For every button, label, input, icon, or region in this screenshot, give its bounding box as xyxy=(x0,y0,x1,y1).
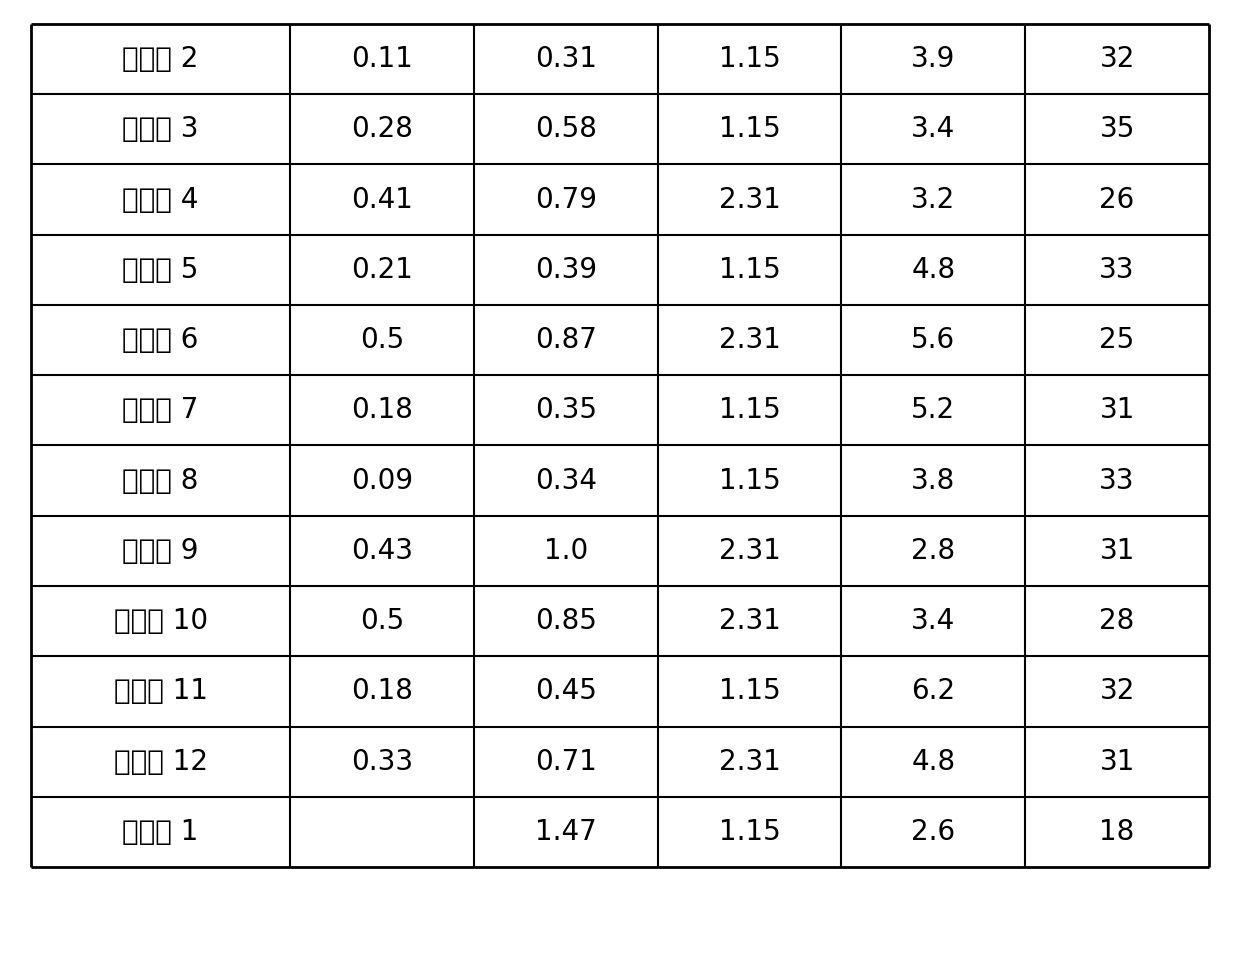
Text: 3.9: 3.9 xyxy=(911,45,956,73)
Text: 1.15: 1.15 xyxy=(719,116,780,143)
Text: 实施例 6: 实施例 6 xyxy=(123,326,198,354)
Text: 0.43: 0.43 xyxy=(351,537,413,565)
Text: 32: 32 xyxy=(1100,678,1135,706)
Text: 0.21: 0.21 xyxy=(351,256,413,284)
Text: 3.2: 3.2 xyxy=(911,185,956,213)
Text: 实施例 12: 实施例 12 xyxy=(114,748,207,775)
Text: 2.31: 2.31 xyxy=(719,607,780,635)
Text: 1.15: 1.15 xyxy=(719,397,780,424)
Text: 0.79: 0.79 xyxy=(534,185,596,213)
Text: 5.2: 5.2 xyxy=(911,397,955,424)
Text: 4.8: 4.8 xyxy=(911,256,955,284)
Text: 实施例 3: 实施例 3 xyxy=(123,116,198,143)
Text: 18: 18 xyxy=(1100,818,1135,846)
Text: 2.31: 2.31 xyxy=(719,537,780,565)
Text: 1.15: 1.15 xyxy=(719,678,780,706)
Text: 1.15: 1.15 xyxy=(719,818,780,846)
Text: 1.15: 1.15 xyxy=(719,467,780,494)
Text: 2.6: 2.6 xyxy=(911,818,955,846)
Text: 2.31: 2.31 xyxy=(719,326,780,354)
Text: 33: 33 xyxy=(1100,467,1135,494)
Text: 0.18: 0.18 xyxy=(351,678,413,706)
Text: 1.15: 1.15 xyxy=(719,45,780,73)
Text: 26: 26 xyxy=(1100,185,1135,213)
Text: 实施例 11: 实施例 11 xyxy=(114,678,207,706)
Text: 0.31: 0.31 xyxy=(534,45,596,73)
Text: 实施例 7: 实施例 7 xyxy=(123,397,198,424)
Text: 0.39: 0.39 xyxy=(534,256,596,284)
Text: 6.2: 6.2 xyxy=(911,678,955,706)
Text: 31: 31 xyxy=(1100,397,1135,424)
Text: 实施例 2: 实施例 2 xyxy=(123,45,198,73)
Text: 实施例 4: 实施例 4 xyxy=(123,185,198,213)
Text: 3.4: 3.4 xyxy=(911,116,956,143)
Text: 2.31: 2.31 xyxy=(719,185,780,213)
Text: 0.35: 0.35 xyxy=(534,397,596,424)
Text: 3.8: 3.8 xyxy=(911,467,956,494)
Text: 0.33: 0.33 xyxy=(351,748,413,775)
Text: 0.11: 0.11 xyxy=(351,45,413,73)
Text: 4.8: 4.8 xyxy=(911,748,955,775)
Text: 2.31: 2.31 xyxy=(719,748,780,775)
Text: 0.87: 0.87 xyxy=(534,326,596,354)
Text: 实施例 5: 实施例 5 xyxy=(123,256,198,284)
Text: 0.41: 0.41 xyxy=(351,185,413,213)
Text: 0.09: 0.09 xyxy=(351,467,413,494)
Text: 32: 32 xyxy=(1100,45,1135,73)
Text: 2.8: 2.8 xyxy=(911,537,955,565)
Text: 1.15: 1.15 xyxy=(719,256,780,284)
Text: 0.85: 0.85 xyxy=(534,607,596,635)
Text: 0.28: 0.28 xyxy=(351,116,413,143)
Text: 0.34: 0.34 xyxy=(534,467,596,494)
Text: 1.0: 1.0 xyxy=(543,537,588,565)
Text: 3.4: 3.4 xyxy=(911,607,956,635)
Text: 5.6: 5.6 xyxy=(911,326,955,354)
Text: 31: 31 xyxy=(1100,537,1135,565)
Text: 28: 28 xyxy=(1100,607,1135,635)
Text: 0.45: 0.45 xyxy=(534,678,596,706)
Text: 35: 35 xyxy=(1100,116,1135,143)
Text: 25: 25 xyxy=(1100,326,1135,354)
Text: 对比例 1: 对比例 1 xyxy=(123,818,198,846)
Text: 33: 33 xyxy=(1100,256,1135,284)
Text: 实施例 8: 实施例 8 xyxy=(123,467,198,494)
Text: 实施例 9: 实施例 9 xyxy=(123,537,198,565)
Text: 0.58: 0.58 xyxy=(534,116,596,143)
Text: 0.5: 0.5 xyxy=(360,607,404,635)
Text: 0.5: 0.5 xyxy=(360,326,404,354)
Text: 0.71: 0.71 xyxy=(534,748,596,775)
Text: 实施例 10: 实施例 10 xyxy=(114,607,207,635)
Text: 1.47: 1.47 xyxy=(534,818,596,846)
Text: 0.18: 0.18 xyxy=(351,397,413,424)
Text: 31: 31 xyxy=(1100,748,1135,775)
